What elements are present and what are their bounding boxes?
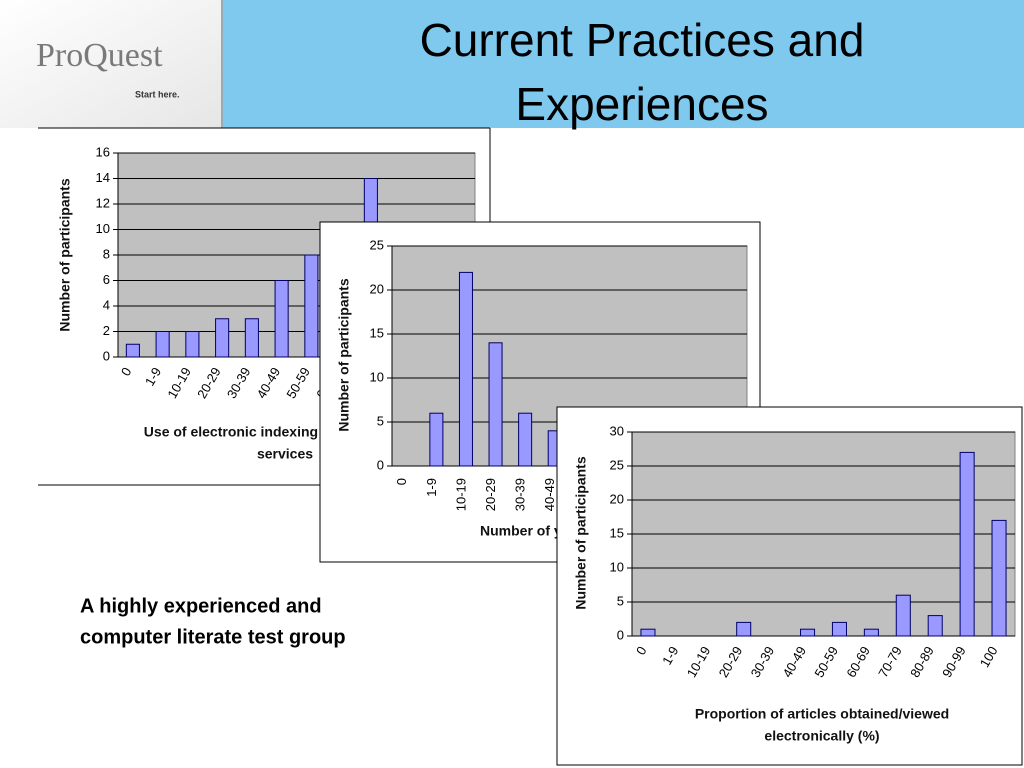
y-tick-label: 20 [610, 491, 624, 506]
y-tick-label: 0 [103, 348, 110, 363]
bar [927, 615, 943, 637]
y-tick-label: 15 [610, 525, 624, 540]
bar [863, 628, 879, 637]
x-axis-title: electronically (%) [764, 728, 879, 744]
bar [215, 318, 230, 358]
bar [895, 594, 911, 637]
y-tick-label: 16 [96, 144, 110, 159]
y-axis-title: Number of participants [57, 178, 73, 331]
bar [488, 342, 503, 467]
y-tick-label: 6 [103, 272, 110, 287]
bar [304, 254, 319, 358]
bar [274, 280, 289, 358]
bar [831, 621, 847, 637]
y-tick-label: 10 [610, 559, 624, 574]
bar [125, 343, 140, 358]
y-tick-label: 0 [617, 627, 624, 642]
y-tick-label: 8 [103, 246, 110, 261]
bar [185, 331, 200, 358]
y-tick-label: 30 [610, 423, 624, 438]
logo-panel [0, 0, 222, 128]
y-tick-label: 5 [377, 413, 384, 428]
y-axis-title: Number of participants [336, 278, 352, 431]
y-axis-title: Number of participants [573, 456, 589, 609]
bar [800, 628, 816, 637]
x-tick-label: 10-19 [453, 478, 468, 511]
bar [518, 412, 533, 467]
y-tick-label: 14 [96, 170, 110, 185]
x-axis-title: services [257, 446, 313, 462]
x-tick-label: 30-39 [513, 478, 528, 511]
y-tick-label: 0 [377, 457, 384, 472]
y-tick-label: 4 [103, 297, 110, 312]
y-tick-label: 20 [370, 281, 384, 296]
bar [244, 318, 259, 358]
bar [736, 621, 752, 637]
bar [155, 331, 170, 358]
slide-title: Experiences [515, 78, 768, 130]
y-tick-label: 2 [103, 323, 110, 338]
caption: computer literate test group [80, 626, 346, 648]
bar [959, 451, 975, 637]
bar [429, 412, 444, 467]
x-tick-label: 40-49 [542, 478, 557, 511]
x-axis-title: Proportion of articles obtained/viewed [695, 706, 949, 722]
y-tick-label: 12 [96, 195, 110, 210]
x-tick-label: 1-9 [424, 478, 439, 497]
slide-title: Current Practices and [420, 14, 865, 66]
bar [640, 628, 656, 637]
y-tick-label: 25 [370, 237, 384, 252]
caption: A highly experienced and [80, 595, 322, 617]
y-tick-label: 10 [96, 221, 110, 236]
bar [991, 519, 1007, 637]
bar [458, 271, 473, 467]
logo: ProQuest [36, 37, 163, 74]
y-tick-label: 15 [370, 325, 384, 340]
y-tick-label: 5 [617, 593, 624, 608]
x-tick-label: 0 [394, 478, 409, 485]
logo-tagline: Start here. [135, 89, 180, 99]
y-tick-label: 25 [610, 457, 624, 472]
y-tick-label: 10 [370, 369, 384, 384]
x-tick-label: 20-29 [483, 478, 498, 511]
